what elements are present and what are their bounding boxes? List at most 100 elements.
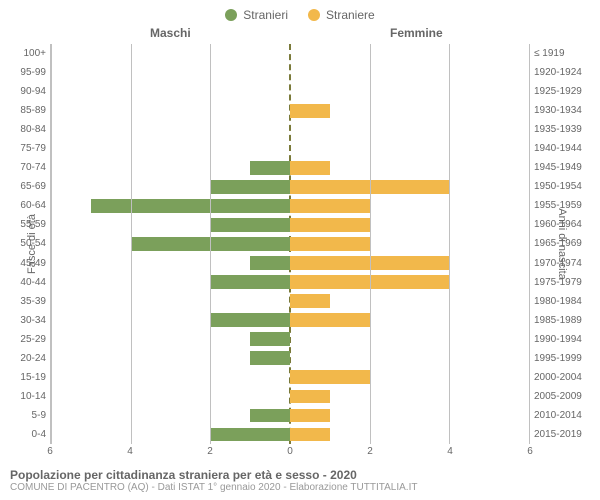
- bar-row: [51, 44, 529, 63]
- bar-male: [210, 218, 290, 232]
- bar-row: [51, 387, 529, 406]
- x-tick: 4: [127, 446, 133, 457]
- bar-row: [51, 311, 529, 330]
- bar-male: [250, 332, 290, 346]
- chart-area: Fasce di età Anni di nascita 100+95-9990…: [0, 44, 600, 444]
- legend-label: Straniere: [326, 8, 375, 22]
- bar-female: [290, 428, 330, 442]
- bar-row: [51, 330, 529, 349]
- gridline: [51, 44, 52, 444]
- bar-male: [250, 409, 290, 423]
- birth-tick: 1985-1989: [534, 311, 592, 330]
- legend-item: Stranieri: [225, 8, 288, 22]
- legend-label: Stranieri: [243, 8, 288, 22]
- bar-female: [290, 161, 330, 175]
- x-tick: 2: [207, 446, 213, 457]
- bar-male: [210, 180, 290, 194]
- bar-female: [290, 390, 330, 404]
- chart-title: Popolazione per cittadinanza straniera p…: [0, 462, 600, 482]
- x-tick: 0: [287, 446, 293, 457]
- bar-row: [51, 82, 529, 101]
- birth-tick: 1995-1999: [534, 349, 592, 368]
- x-tick: 6: [527, 446, 533, 457]
- birth-tick: 1950-1954: [534, 177, 592, 196]
- age-tick: 40-44: [8, 273, 46, 292]
- chart-subtitle: COMUNE DI PACENTRO (AQ) - Dati ISTAT 1° …: [0, 482, 600, 499]
- bar-female: [290, 313, 370, 327]
- bar-male: [91, 199, 290, 213]
- bar-row: [51, 234, 529, 253]
- birth-tick: 1925-1929: [534, 82, 592, 101]
- birth-tick: 2000-2004: [534, 368, 592, 387]
- bar-rows: [51, 44, 529, 444]
- birth-tick: 1945-1949: [534, 158, 592, 177]
- x-tick: 4: [447, 446, 453, 457]
- bar-male: [210, 275, 290, 289]
- bar-male: [250, 256, 290, 270]
- age-tick: 0-4: [8, 425, 46, 444]
- bar-row: [51, 292, 529, 311]
- bar-female: [290, 370, 370, 384]
- age-tick: 60-64: [8, 196, 46, 215]
- bar-row: [51, 177, 529, 196]
- age-tick: 35-39: [8, 292, 46, 311]
- bar-female: [290, 218, 370, 232]
- age-tick: 90-94: [8, 82, 46, 101]
- x-tick: 6: [47, 446, 53, 457]
- bar-row: [51, 215, 529, 234]
- bar-row: [51, 254, 529, 273]
- age-tick: 85-89: [8, 101, 46, 120]
- section-title-female: Femmine: [390, 26, 443, 40]
- birth-tick: 2015-2019: [534, 425, 592, 444]
- birth-tick: 1930-1934: [534, 101, 592, 120]
- age-tick: 25-29: [8, 330, 46, 349]
- plot: [50, 44, 530, 444]
- bar-female: [290, 237, 370, 251]
- bar-male: [210, 428, 290, 442]
- bar-row: [51, 368, 529, 387]
- bar-row: [51, 63, 529, 82]
- birth-tick: 2010-2014: [534, 406, 592, 425]
- birth-tick: 1920-1924: [534, 63, 592, 82]
- bar-row: [51, 196, 529, 215]
- bar-female: [290, 199, 370, 213]
- bar-male: [250, 351, 290, 365]
- birth-tick: 2005-2009: [534, 387, 592, 406]
- bar-row: [51, 425, 529, 444]
- bar-row: [51, 139, 529, 158]
- bar-female: [290, 104, 330, 118]
- legend: Stranieri Straniere: [0, 0, 600, 26]
- birth-tick: 1980-1984: [534, 292, 592, 311]
- section-titles: Maschi Femmine: [0, 26, 600, 44]
- legend-swatch: [308, 9, 320, 21]
- yaxis-left-label: Fasce di età: [26, 214, 38, 274]
- age-tick: 80-84: [8, 120, 46, 139]
- age-tick: 75-79: [8, 139, 46, 158]
- birth-tick: ≤ 1919: [534, 44, 592, 63]
- gridline: [449, 44, 450, 444]
- gridline: [529, 44, 530, 444]
- legend-item: Straniere: [308, 8, 375, 22]
- bar-female: [290, 409, 330, 423]
- gridline: [210, 44, 211, 444]
- bar-row: [51, 349, 529, 368]
- age-tick: 5-9: [8, 406, 46, 425]
- bar-row: [51, 273, 529, 292]
- bar-female: [290, 294, 330, 308]
- birth-tick: 1990-1994: [534, 330, 592, 349]
- bar-row: [51, 406, 529, 425]
- bar-male: [210, 313, 290, 327]
- age-tick: 95-99: [8, 63, 46, 82]
- birth-tick: 1940-1944: [534, 139, 592, 158]
- gridline: [131, 44, 132, 444]
- section-title-male: Maschi: [150, 26, 191, 40]
- bar-row: [51, 101, 529, 120]
- age-tick: 15-19: [8, 368, 46, 387]
- x-tick: 2: [367, 446, 373, 457]
- gridline: [370, 44, 371, 444]
- bar-row: [51, 120, 529, 139]
- bar-row: [51, 158, 529, 177]
- age-tick: 30-34: [8, 311, 46, 330]
- age-tick: 10-14: [8, 387, 46, 406]
- birth-tick: 1935-1939: [534, 120, 592, 139]
